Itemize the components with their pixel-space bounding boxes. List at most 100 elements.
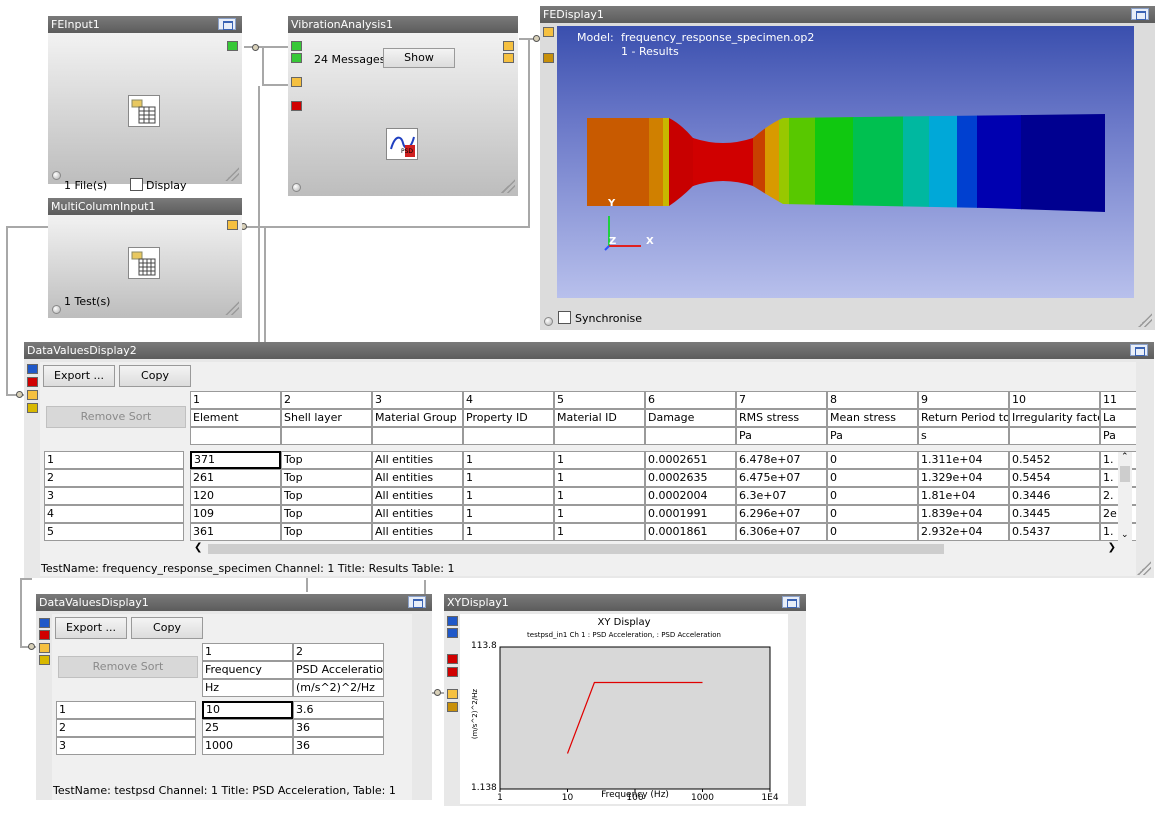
column-unit-header[interactable]: [554, 427, 645, 445]
column-number-header[interactable]: 2: [281, 391, 372, 409]
input-pad[interactable]: [39, 618, 50, 628]
column-unit-header[interactable]: [463, 427, 554, 445]
column-unit-header[interactable]: [1009, 427, 1100, 445]
table-cell[interactable]: 0.5452: [1009, 451, 1100, 469]
resize-grip-icon[interactable]: [225, 167, 239, 181]
table-cell[interactable]: 1.329e+04: [918, 469, 1009, 487]
table-cell[interactable]: All entities: [372, 487, 463, 505]
vertical-scrollbar[interactable]: ⌃ ⌄: [1118, 452, 1132, 542]
column-unit-header[interactable]: s: [918, 427, 1009, 445]
table-cell[interactable]: 1.81e+04: [918, 487, 1009, 505]
input-pad[interactable]: [447, 654, 458, 664]
column-name-header[interactable]: Element: [190, 409, 281, 427]
column-number-header[interactable]: 1: [190, 391, 281, 409]
table-cell[interactable]: 1.311e+04: [918, 451, 1009, 469]
scroll-left-icon[interactable]: ❮: [194, 542, 203, 553]
table-cell[interactable]: 0.0002004: [645, 487, 736, 505]
column-number-header[interactable]: 7: [736, 391, 827, 409]
resize-grip-icon[interactable]: [1138, 313, 1152, 327]
table-cell[interactable]: 0: [827, 469, 918, 487]
column-number-header[interactable]: 4: [463, 391, 554, 409]
output-pad[interactable]: [227, 220, 238, 230]
input-pad[interactable]: [447, 702, 458, 712]
glyph-title[interactable]: DataValuesDisplay2: [24, 342, 1154, 359]
table-cell[interactable]: 0.5454: [1009, 469, 1100, 487]
table-cell[interactable]: Top: [281, 451, 372, 469]
glyph-title[interactable]: FEInput1: [48, 16, 242, 33]
row-number-header[interactable]: 5: [44, 523, 184, 541]
table-cell[interactable]: 1.839e+04: [918, 505, 1009, 523]
row-number-header[interactable]: 2: [56, 719, 196, 737]
table-cell[interactable]: 0.3445: [1009, 505, 1100, 523]
output-pad[interactable]: [503, 53, 514, 63]
synchronise-checkbox[interactable]: [558, 311, 571, 324]
table-cell[interactable]: Top: [281, 487, 372, 505]
column-unit-header[interactable]: [281, 427, 372, 445]
table-cell[interactable]: 36: [293, 719, 384, 737]
table-cell[interactable]: 0: [827, 451, 918, 469]
table-cell[interactable]: 0: [827, 523, 918, 541]
input-pad[interactable]: [291, 101, 302, 111]
row-number-header[interactable]: 3: [56, 737, 196, 755]
column-name-header[interactable]: Return Period to E: [918, 409, 1009, 427]
input-pad[interactable]: [543, 53, 554, 63]
row-number-header[interactable]: 2: [44, 469, 184, 487]
table-cell[interactable]: 6.296e+07: [736, 505, 827, 523]
input-pad[interactable]: [291, 77, 302, 87]
column-number-header[interactable]: 1: [202, 643, 293, 661]
table-cell[interactable]: 6.306e+07: [736, 523, 827, 541]
column-name-header[interactable]: La: [1100, 409, 1136, 427]
column-number-header[interactable]: 3: [372, 391, 463, 409]
table-cell[interactable]: All entities: [372, 451, 463, 469]
file-input-icon[interactable]: [128, 95, 160, 127]
chart-area[interactable]: 1 10 100 1000 1E4 XY Display testpsd_in1 Ch …: [460, 614, 788, 804]
table-cell[interactable]: 25: [202, 719, 293, 737]
table-cell[interactable]: 0.0001991: [645, 505, 736, 523]
psd-analysis-icon[interactable]: PSD: [386, 128, 418, 160]
glyph-title[interactable]: VibrationAnalysis1: [288, 16, 518, 33]
table-cell[interactable]: 10: [202, 701, 293, 719]
column-name-header[interactable]: Frequency: [202, 661, 293, 679]
column-unit-header[interactable]: (m/s^2)^2/Hz: [293, 679, 384, 697]
column-number-header[interactable]: 9: [918, 391, 1009, 409]
glyph-title[interactable]: DataValuesDisplay1: [36, 594, 432, 611]
column-number-header[interactable]: 11: [1100, 391, 1136, 409]
table-cell[interactable]: 261: [190, 469, 281, 487]
show-messages-button[interactable]: Show: [383, 48, 455, 68]
copy-button[interactable]: Copy: [131, 617, 203, 639]
multi-column-input-icon[interactable]: [128, 247, 160, 279]
table-cell[interactable]: 6.475e+07: [736, 469, 827, 487]
table-cell[interactable]: Top: [281, 523, 372, 541]
table-cell[interactable]: 1: [554, 469, 645, 487]
maximize-button[interactable]: [1131, 8, 1149, 20]
scroll-up-icon[interactable]: ⌃: [1121, 452, 1129, 462]
column-name-header[interactable]: Material ID: [554, 409, 645, 427]
table-cell[interactable]: All entities: [372, 469, 463, 487]
remove-sort-button[interactable]: Remove Sort: [58, 656, 198, 678]
input-pad[interactable]: [447, 616, 458, 626]
input-pad[interactable]: [27, 377, 38, 387]
xy-chart[interactable]: 1 10 100 1000 1E4: [460, 614, 788, 804]
column-name-header[interactable]: Property ID: [463, 409, 554, 427]
horizontal-scrollbar[interactable]: ❮ ❯: [190, 542, 1120, 556]
column-number-header[interactable]: 8: [827, 391, 918, 409]
table-cell[interactable]: 0.0002651: [645, 451, 736, 469]
resize-grip-icon[interactable]: [501, 179, 515, 193]
table-cell[interactable]: 1000: [202, 737, 293, 755]
column-number-header[interactable]: 2: [293, 643, 384, 661]
table-cell[interactable]: 0.3446: [1009, 487, 1100, 505]
column-name-header[interactable]: Irregularity factor: [1009, 409, 1100, 427]
input-pad[interactable]: [27, 403, 38, 413]
data-values-display-2[interactable]: DataValuesDisplay2 Export ... Copy Remov…: [24, 342, 1154, 578]
column-name-header[interactable]: PSD Acceleration: [293, 661, 384, 679]
row-number-header[interactable]: 4: [44, 505, 184, 523]
table-cell[interactable]: 1: [463, 487, 554, 505]
maximize-button[interactable]: [1130, 344, 1148, 356]
input-pad[interactable]: [447, 689, 458, 699]
table-cell[interactable]: All entities: [372, 505, 463, 523]
data-values-display-1[interactable]: DataValuesDisplay1 Export ... Copy Remov…: [36, 594, 432, 800]
resize-grip-icon[interactable]: [225, 301, 239, 315]
input-pad[interactable]: [447, 628, 458, 638]
table-cell[interactable]: Top: [281, 469, 372, 487]
table-cell[interactable]: 1: [463, 451, 554, 469]
